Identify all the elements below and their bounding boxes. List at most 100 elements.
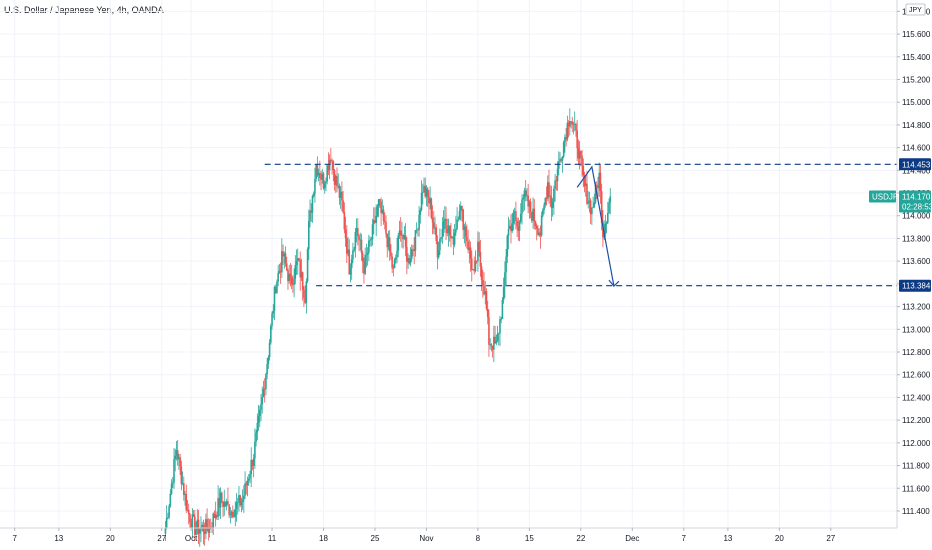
candle-body (429, 198, 431, 204)
candle-body (244, 483, 246, 496)
candle-body (450, 235, 452, 239)
candle-body (446, 229, 449, 234)
candle-body (377, 199, 380, 207)
candle-body (592, 206, 594, 208)
candle-body (260, 404, 262, 410)
candle-body (497, 333, 500, 335)
y-tick-label: 113.200 (902, 303, 931, 312)
candle-body (409, 259, 412, 264)
candle-body (284, 253, 287, 264)
candle-body (328, 159, 331, 171)
candle-body (393, 259, 396, 268)
x-tick-label: Nov (419, 534, 433, 543)
candle-body (453, 232, 456, 245)
candle-body (458, 211, 461, 220)
candle-body (300, 272, 303, 278)
candle-body (402, 235, 404, 240)
candle-body (354, 231, 357, 249)
candle-body (505, 256, 507, 273)
candle-body (325, 181, 327, 184)
candle-body (168, 506, 170, 518)
candle-body (293, 278, 295, 285)
candle-body (345, 238, 348, 254)
candle-body (169, 493, 172, 507)
candle-body (357, 228, 359, 236)
candle-body (185, 493, 188, 511)
grid (0, 0, 897, 528)
candle-body (473, 269, 476, 272)
candle-body (577, 147, 580, 159)
projection-path[interactable] (576, 165, 615, 287)
candle-body (312, 193, 315, 196)
candle-body (431, 217, 434, 223)
candle-body (173, 459, 175, 483)
y-tick-label: 111.800 (902, 462, 930, 471)
x-tick-label: 7 (12, 534, 17, 543)
candle-body (554, 180, 556, 189)
candle-body (468, 247, 471, 250)
price-axis[interactable]: 115.800115.600115.400115.200115.000114.8… (897, 7, 931, 516)
candle-body (475, 260, 478, 262)
candle-body (390, 251, 392, 257)
candle-body (511, 223, 514, 232)
candle-body (233, 516, 235, 518)
candle-body (180, 466, 183, 484)
y-tick-label: 115.000 (902, 98, 931, 107)
candle-body (386, 233, 389, 248)
candle-body (241, 499, 244, 502)
candle-body (432, 222, 435, 229)
candle-body (589, 200, 592, 215)
candle-body (232, 511, 234, 518)
candle-body (331, 160, 333, 162)
candle-body (339, 191, 342, 198)
candle-body (363, 261, 365, 274)
x-tick-label: 15 (525, 534, 534, 543)
candle-body (355, 228, 358, 232)
candle-body (371, 224, 374, 240)
projection-arrow[interactable] (576, 165, 620, 288)
x-tick-label: 8 (476, 534, 481, 543)
candle-body (348, 249, 351, 275)
symbol-tag-bg (869, 190, 896, 203)
candle-body (595, 184, 598, 186)
candle-body (352, 250, 354, 260)
candle-body (513, 211, 516, 213)
candle-body (543, 205, 545, 211)
candle-body (597, 185, 599, 189)
candle-body (219, 492, 222, 508)
candle-body (299, 260, 302, 278)
arrow-head (608, 279, 620, 288)
candle-body (419, 210, 422, 215)
candle-body (534, 221, 537, 226)
candles (164, 108, 612, 547)
candle-body (247, 478, 250, 481)
candle-body (344, 229, 347, 239)
time-axis[interactable]: 7 13 20 27 Oct 11 18 25 Nov 8 15 22 Dec 7 13 20 27 (12, 528, 836, 543)
candle-body (457, 219, 460, 221)
candle-body (549, 195, 552, 198)
candle-body (272, 310, 275, 314)
candle-body (223, 501, 226, 507)
candle-body (535, 225, 538, 229)
candle-body (407, 257, 409, 262)
candle-body (420, 193, 423, 211)
y-tick-label: 112.400 (902, 393, 931, 402)
candle-body (192, 514, 195, 517)
candle-body (255, 432, 257, 442)
candle-body (527, 195, 529, 207)
candle-body (399, 230, 402, 236)
y-tick-label: 112.600 (902, 371, 931, 380)
x-tick-label: 27 (157, 534, 166, 543)
candle-body (262, 388, 265, 397)
candle-body (189, 514, 191, 523)
candle-body (546, 182, 549, 199)
candle-body (227, 501, 229, 505)
candle-body (528, 201, 531, 207)
candle-body (220, 492, 223, 502)
candle-body (417, 229, 419, 231)
horizontal-levels[interactable] (264, 163, 897, 287)
y-tick-label: 113.800 (902, 234, 931, 243)
candle-body (418, 214, 420, 230)
